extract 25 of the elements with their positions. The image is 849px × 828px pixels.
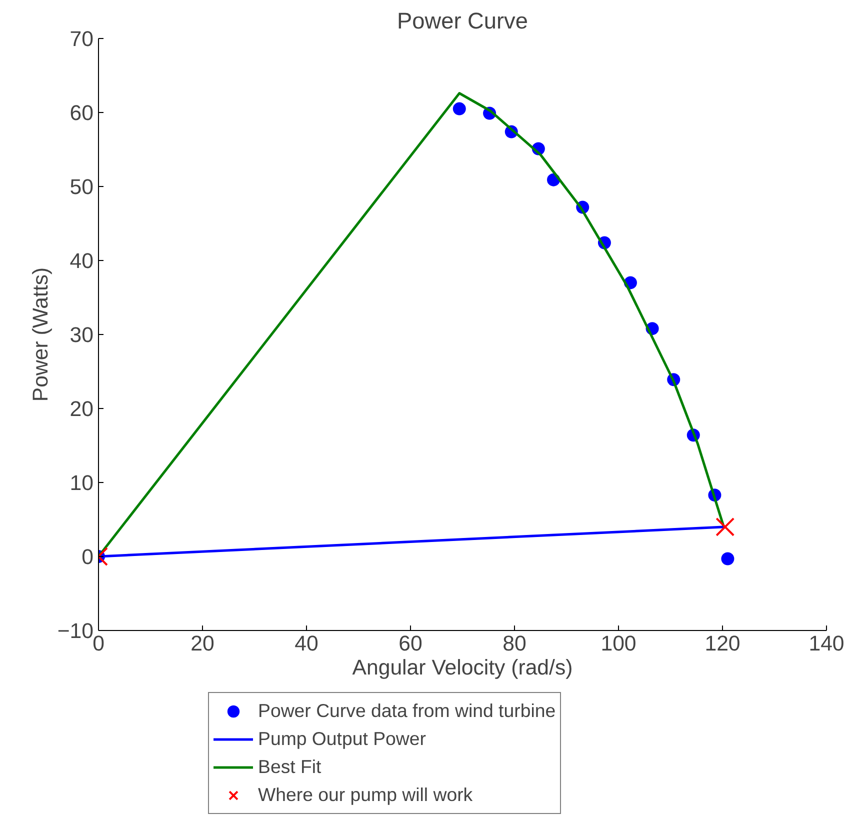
y-tick-label: 70: [70, 27, 94, 51]
y-tick-label: −10: [57, 619, 94, 643]
x-tick-label: 20: [190, 632, 214, 656]
y-tick-label: 30: [70, 323, 94, 347]
y-tick-label: 60: [70, 101, 94, 125]
legend-label: Power Curve data from wind turbine: [258, 699, 556, 723]
x-tick-label: 120: [704, 632, 740, 656]
legend-label: Where our pump will work: [258, 783, 473, 807]
x-tick-label: 100: [600, 632, 636, 656]
point: [721, 552, 734, 566]
y-tick-label: 10: [70, 471, 94, 495]
x-tick-label: 40: [294, 632, 318, 656]
y-axis-title: Power (Watts): [28, 267, 52, 402]
legend-label: Best Fit: [258, 755, 322, 779]
chart-title: Power Curve: [397, 8, 528, 34]
y-tick-label: 0: [82, 545, 94, 569]
y-tick-label: 50: [70, 175, 94, 199]
x-axis-title: Angular Velocity (rad/s): [352, 656, 573, 680]
legend-label: Pump Output Power: [258, 727, 426, 751]
x-tick-label: 60: [398, 632, 422, 656]
x-tick-label: 80: [502, 632, 526, 656]
point: [452, 102, 466, 116]
x-tick-label: 140: [808, 632, 844, 656]
y-tick-label: 20: [70, 397, 94, 421]
y-tick-label: 40: [70, 249, 94, 273]
